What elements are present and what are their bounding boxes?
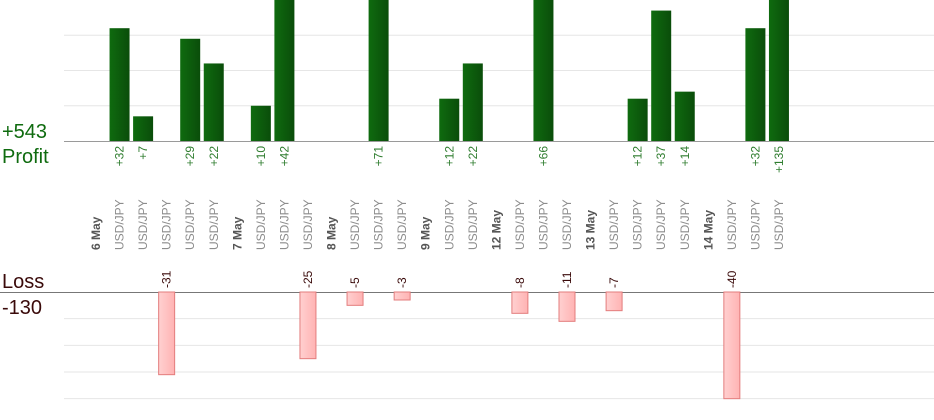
loss-bar: [346, 291, 364, 306]
symbol-label: USD/JPY: [748, 199, 762, 250]
profit-value-label: +7: [136, 146, 150, 160]
profit-bar: [368, 0, 389, 141]
loss-value-label: -25: [301, 270, 315, 288]
symbol-label: USD/JPY: [372, 199, 386, 250]
date-label: 14 May: [701, 210, 715, 250]
loss-bar: [558, 291, 576, 322]
date-label: 7 May: [230, 216, 244, 250]
profit-bar: [203, 63, 224, 142]
profit-value-label: +12: [631, 146, 645, 167]
loss-bar: [723, 291, 741, 400]
symbol-label: USD/JPY: [631, 199, 645, 250]
profit-bar: [133, 116, 154, 141]
profit-bar: [627, 98, 648, 141]
profit-bar: [745, 28, 766, 142]
loss-total: -130: [2, 297, 42, 319]
symbol-label: USD/JPY: [301, 199, 315, 250]
profit-value-label: +66: [536, 146, 550, 167]
symbol-label: USD/JPY: [160, 199, 174, 250]
symbol-label: USD/JPY: [466, 199, 480, 250]
profit-bar: [180, 38, 201, 141]
loss-value-label: -5: [348, 277, 362, 288]
loss-value-label: -31: [160, 270, 174, 288]
symbol-label: USD/JPY: [560, 199, 574, 250]
bar-group: [109, 0, 789, 400]
column-label-group: 6 May USD/JPY USD/JPY USD/JPY USD/JPY USD/JPY…: [89, 199, 786, 250]
loss-bar: [299, 291, 317, 360]
date-label: 8 May: [325, 216, 339, 250]
profit-total: +543: [2, 121, 47, 143]
loss-value-label: -7: [607, 277, 621, 288]
symbol-label: USD/JPY: [725, 199, 739, 250]
profit-bar: [439, 98, 460, 141]
profit-value-label: +42: [277, 146, 291, 167]
symbol-label: USD/JPY: [277, 199, 291, 250]
profit-bar: [768, 0, 789, 141]
profit-value-label: +22: [466, 146, 480, 167]
symbol-label: USD/JPY: [654, 199, 668, 250]
profit-value-label: +71: [372, 146, 386, 167]
symbol-label: USD/JPY: [254, 199, 268, 250]
symbol-label: USD/JPY: [183, 199, 197, 250]
date-label: 9 May: [419, 216, 433, 250]
date-label: 13 May: [584, 210, 598, 250]
loss-bar: [511, 291, 529, 314]
value-label-group: +32 +7 -31 +29 +22 +10 +42 -25 -5 +71 -3 +12 +22 -8 +6…: [113, 146, 786, 288]
profit-bar: [274, 0, 295, 141]
date-label: 12 May: [489, 210, 503, 250]
profit-value-label: +10: [254, 146, 268, 167]
symbol-label: USD/JPY: [136, 199, 150, 250]
symbol-label: USD/JPY: [772, 199, 786, 250]
loss-bar: [158, 291, 176, 376]
profit-value-label: +32: [748, 146, 762, 167]
loss-value-label: -8: [513, 277, 527, 288]
profit-value-label: +22: [207, 146, 221, 167]
profit-bar: [651, 10, 672, 142]
profit-value-label: +29: [183, 146, 197, 167]
symbol-label: USD/JPY: [113, 199, 127, 250]
symbol-label: USD/JPY: [442, 199, 456, 250]
profit-bar: [250, 105, 271, 141]
profit-value-label: +37: [654, 146, 668, 167]
profit-bar: [462, 63, 483, 142]
symbol-label: USD/JPY: [207, 199, 221, 250]
symbol-label: USD/JPY: [536, 199, 550, 250]
loss-bar: [393, 291, 411, 301]
profit-bar: [674, 91, 695, 141]
symbol-label: USD/JPY: [678, 199, 692, 250]
profit-value-label: +32: [113, 146, 127, 167]
loss-label: Loss: [2, 271, 44, 293]
profit-value-label: +135: [772, 146, 786, 173]
profit-bar: [109, 28, 130, 142]
profit-label: Profit: [2, 146, 49, 168]
date-label: 6 May: [89, 216, 103, 250]
loss-value-label: -40: [725, 270, 739, 288]
loss-bar: [605, 291, 623, 312]
profit-bar: [533, 0, 554, 141]
symbol-label: USD/JPY: [607, 199, 621, 250]
symbol-label: USD/JPY: [395, 199, 409, 250]
loss-value-label: -3: [395, 277, 409, 288]
symbol-label: USD/JPY: [513, 199, 527, 250]
loss-value-label: -11: [560, 271, 574, 288]
profit-value-label: +14: [678, 146, 692, 167]
profit-value-label: +12: [442, 146, 456, 167]
symbol-label: USD/JPY: [348, 199, 362, 250]
